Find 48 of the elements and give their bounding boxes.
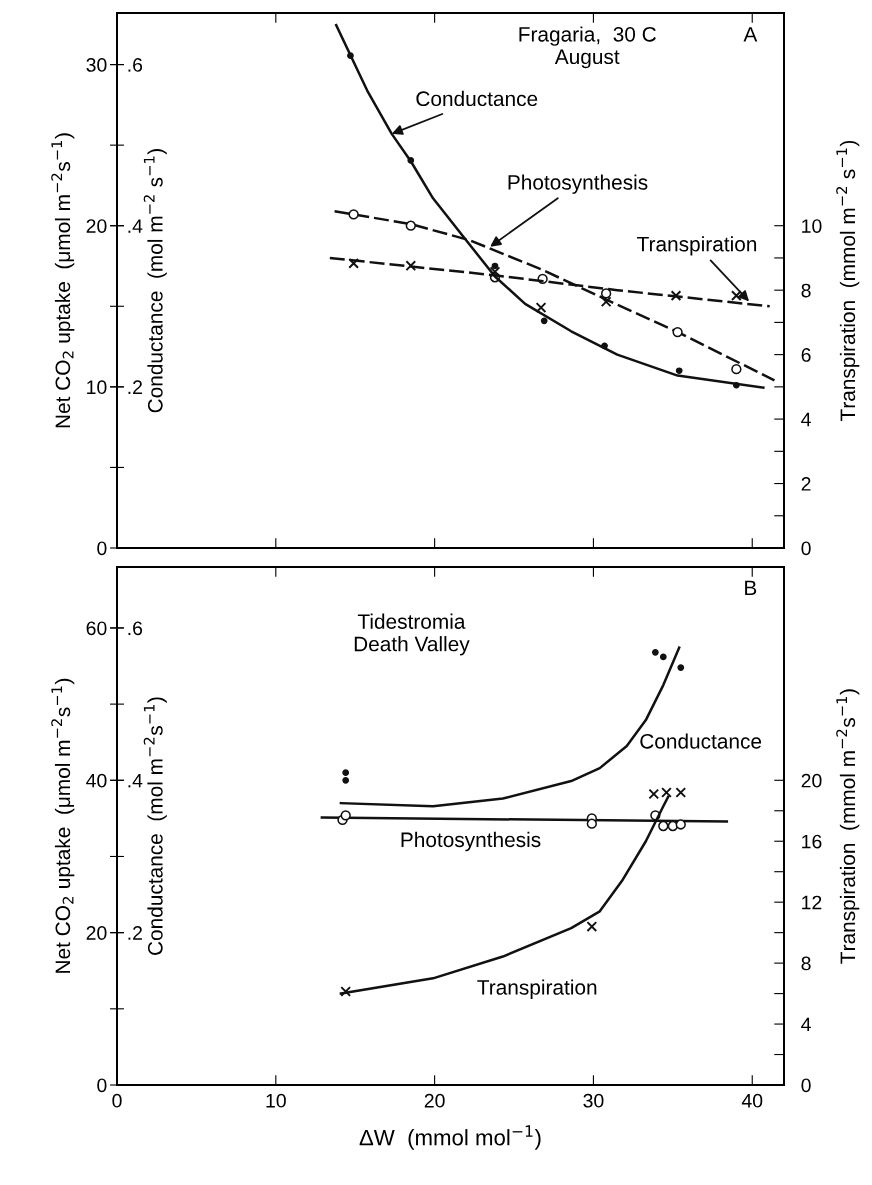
y2-tick-label: 8 <box>801 956 811 971</box>
y2-tick-label: 12 <box>802 895 822 910</box>
y3-tick-label: .6 <box>128 58 143 72</box>
annotation: Photosynthesis <box>508 174 648 194</box>
annotation: Conductance <box>640 733 762 749</box>
annotation: Transpiration <box>637 236 757 256</box>
y-tick-label: 0 <box>97 1078 107 1093</box>
y3-tick-label: .4 <box>128 219 143 233</box>
y-tick-label: 0 <box>97 541 107 556</box>
annotation: Tidestromia Death Valley <box>354 613 470 656</box>
y2-tick-label: 16 <box>802 834 822 849</box>
y2-tick-label: 2 <box>801 477 811 491</box>
y2-tick-label: 20 <box>801 773 822 788</box>
y-tick-label: 30 <box>86 58 107 72</box>
x-tick-label: 20 <box>424 1093 445 1108</box>
y3-tick-label: .6 <box>128 621 143 636</box>
y2-tick-label: 4 <box>801 1017 811 1032</box>
y-tick-label: 10 <box>87 380 107 395</box>
y2-tick-label: 0 <box>801 1078 811 1093</box>
y-axis-title: Net CO$_{2}$ uptake (μmol m$^{−2}$s$^{−1}$) <box>51 678 75 973</box>
x-tick-label: 0 <box>112 1093 122 1108</box>
x-tick-label: 10 <box>266 1093 286 1108</box>
y2-tick-label: 6 <box>801 348 811 362</box>
y2-axis-title: Transpiration (mmol m$^{−2}$s$^{−1}$) <box>836 689 860 964</box>
annotation: Conductance <box>416 90 538 107</box>
y2-axis-title: Transpiration (mmol m$^{−2}$ s$^{−1}$) <box>836 140 860 421</box>
y-tick-label: 20 <box>86 926 107 940</box>
annotation: B <box>745 580 757 596</box>
y2-tick-label: 10 <box>802 219 822 233</box>
y3-axis-title: Conductance (mol m$^{−2}$s$^{−1}$) <box>143 697 167 955</box>
y2-tick-label: 8 <box>801 283 811 298</box>
y3-tick-label: .2 <box>128 380 142 394</box>
annotation: Photosynthesis <box>401 831 541 852</box>
y3-tick-label: .2 <box>128 926 142 940</box>
y3-axis-title: Conductance (mol m$^{−2}$ s$^{−1}$) <box>143 149 167 413</box>
y-tick-label: 40 <box>86 773 107 788</box>
annotation: A <box>743 27 758 42</box>
annotation: Fragaria, 30 C August <box>519 26 656 69</box>
x-tick-label: 30 <box>583 1093 604 1108</box>
x-tick-label: 40 <box>741 1093 763 1108</box>
y3-tick-label: .4 <box>128 773 143 788</box>
y-axis-title: Net CO$_{2}$ uptake (μmol m$^{−2}$s$^{−1}$) <box>51 133 75 428</box>
x-axis-title: ΔW (mmol mol$^{−1}$) <box>359 1125 541 1150</box>
y2-tick-label: 4 <box>801 412 811 427</box>
annotation: Transpiration <box>477 979 597 999</box>
y-tick-label: 60 <box>86 621 107 636</box>
y2-tick-label: 0 <box>801 541 811 556</box>
y-tick-label: 20 <box>86 219 107 233</box>
